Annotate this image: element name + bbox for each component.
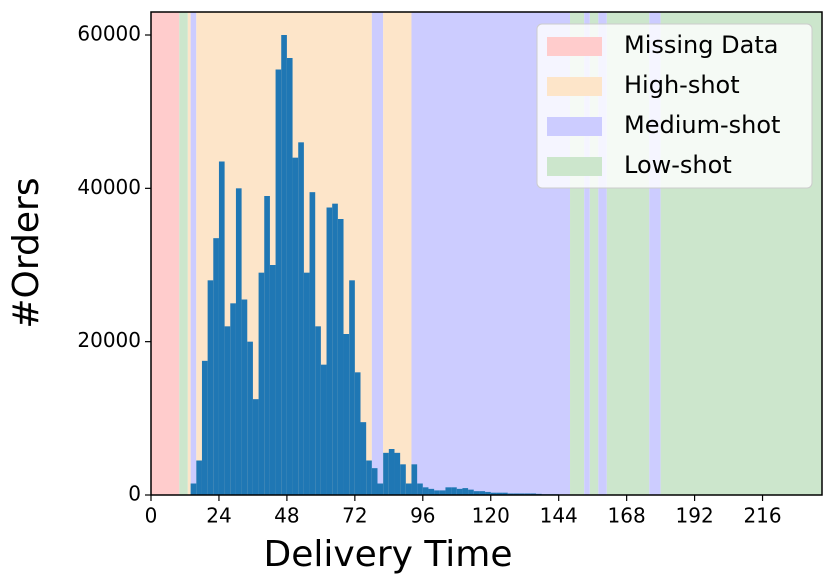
y-tick-label: 60000 [77, 22, 141, 46]
x-tick-label: 48 [274, 504, 299, 528]
x-tick-label: 72 [342, 504, 367, 528]
y-axis-label: #Orders [6, 177, 47, 328]
bar [275, 69, 282, 495]
bar [445, 487, 452, 495]
bar [519, 493, 525, 495]
bar [349, 280, 355, 495]
bar [394, 452, 401, 495]
bar [252, 399, 259, 495]
bar [439, 490, 446, 495]
bar [269, 265, 276, 495]
region [179, 12, 188, 495]
region [190, 12, 197, 495]
bar [190, 483, 197, 495]
bar [332, 203, 338, 495]
x-axis-label: Delivery Time [264, 534, 513, 575]
bar [400, 464, 406, 495]
bar [201, 360, 208, 495]
bar [360, 422, 367, 495]
bar [417, 483, 423, 495]
bar [241, 299, 248, 495]
bar [513, 493, 520, 495]
bar [524, 493, 531, 495]
x-tick-label: 144 [540, 504, 578, 528]
bar [462, 488, 469, 495]
bar [337, 219, 344, 495]
region [584, 12, 590, 495]
bar [286, 58, 293, 495]
bar [315, 326, 321, 495]
bar [303, 272, 310, 495]
y-tick-label: 0 [128, 482, 141, 506]
bar [354, 372, 361, 495]
region [589, 12, 599, 495]
x-tick-label: 96 [410, 504, 435, 528]
bar [207, 280, 214, 495]
x-tick-label: 0 [145, 504, 158, 528]
y-tick-label: 40000 [77, 175, 141, 199]
legend-label: High-shot [624, 71, 740, 99]
x-tick-label: 192 [676, 504, 714, 528]
bar [428, 488, 435, 495]
bar [411, 464, 418, 495]
legend-label: Medium-shot [624, 111, 780, 139]
x-tick-label: 24 [206, 504, 231, 528]
bar [468, 489, 474, 495]
legend-label: Low-shot [624, 151, 732, 179]
region [383, 12, 412, 495]
bar [298, 142, 304, 496]
region [371, 12, 384, 495]
bar [383, 452, 389, 495]
bar [485, 491, 491, 495]
bar [309, 192, 316, 495]
bar [502, 492, 508, 495]
bar [377, 483, 384, 495]
bar [405, 483, 412, 495]
bar [196, 460, 202, 495]
region [151, 12, 180, 495]
legend-swatch [547, 157, 602, 176]
bar [326, 207, 333, 495]
x-tick-label: 216 [743, 504, 781, 528]
x-tick-label: 120 [472, 504, 510, 528]
bar [451, 487, 457, 495]
legend-label: Missing Data [624, 31, 778, 59]
region [649, 12, 661, 495]
bar [366, 460, 372, 495]
bar [371, 468, 378, 495]
legend-swatch [547, 77, 602, 96]
region [187, 12, 191, 495]
bar [320, 364, 327, 495]
bar [213, 238, 219, 495]
bar [473, 491, 480, 495]
bar [247, 341, 253, 495]
region [598, 12, 607, 495]
bar [224, 326, 231, 495]
legend-swatch [547, 37, 602, 56]
bar [434, 490, 440, 495]
y-tick-label: 20000 [77, 328, 141, 352]
bar [343, 334, 350, 495]
bar [281, 35, 287, 495]
bar [507, 493, 514, 495]
bar [258, 272, 265, 495]
plot-frame [150, 11, 823, 496]
bar [456, 488, 463, 495]
bar [235, 188, 242, 496]
bar [388, 449, 395, 495]
bar [218, 161, 225, 495]
bar [496, 492, 503, 495]
bar [479, 491, 486, 495]
legend-swatch [547, 117, 602, 136]
bar [264, 196, 270, 495]
x-tick-label: 168 [608, 504, 646, 528]
bar [292, 157, 299, 495]
bar [490, 492, 497, 495]
legend-box [536, 23, 813, 189]
bar [530, 493, 537, 495]
bar [422, 487, 429, 495]
bar [230, 303, 236, 495]
